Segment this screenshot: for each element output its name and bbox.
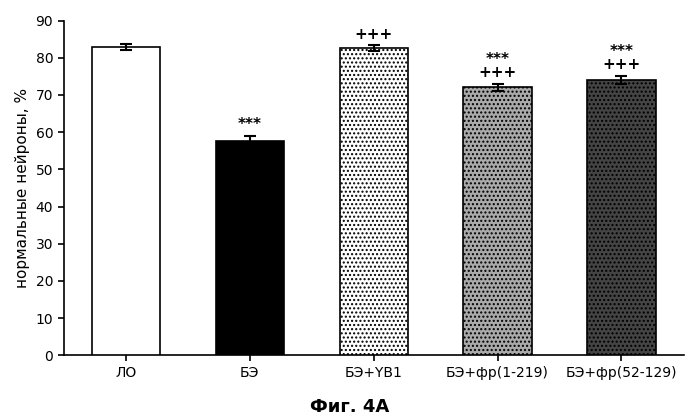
Text: ***: *** — [238, 117, 262, 132]
Text: +++: +++ — [354, 27, 393, 42]
Text: Фиг. 4A: Фиг. 4A — [310, 398, 390, 416]
Bar — [463, 87, 531, 355]
Bar — [216, 142, 284, 355]
Text: +++: +++ — [602, 57, 640, 72]
Bar — [587, 80, 655, 355]
Text: ***: *** — [610, 44, 634, 59]
Bar — [340, 48, 407, 355]
Text: +++: +++ — [478, 65, 517, 80]
Text: ***: *** — [486, 52, 510, 67]
Bar — [92, 47, 160, 355]
Y-axis label: нормальные нейроны, %: нормальные нейроны, % — [15, 88, 30, 288]
